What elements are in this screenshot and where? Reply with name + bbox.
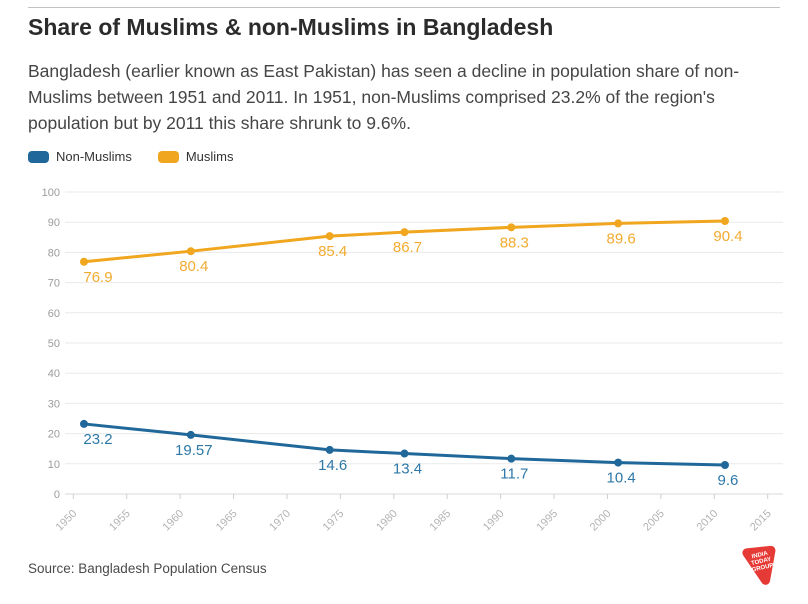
x-axis-label: 1975	[321, 508, 347, 534]
x-axis-label: 2005	[641, 508, 667, 534]
data-point-label: 19.57	[175, 442, 213, 459]
data-point-non-muslims-1961[interactable]	[186, 430, 195, 439]
source-note: Source: Bangladesh Population Census	[28, 561, 267, 576]
x-axis-label: 1960	[160, 508, 186, 534]
data-point-muslims-1974[interactable]	[325, 232, 334, 241]
data-point-label: 11.7	[500, 466, 528, 483]
data-point-label: 14.6	[318, 457, 347, 474]
chart-description: Bangladesh (earlier known as East Pakist…	[28, 61, 740, 133]
x-axis-label: 2010	[695, 508, 721, 534]
data-point-non-muslims-1951[interactable]	[79, 419, 88, 428]
data-point-label: 13.4	[393, 461, 422, 478]
data-point-muslims-1991[interactable]	[507, 223, 516, 232]
y-axis-label: 70	[48, 278, 60, 290]
data-point-muslims-2001[interactable]	[614, 219, 623, 228]
logo-triangle	[742, 545, 776, 585]
y-axis-label: 60	[48, 308, 60, 320]
data-point-label: 10.4	[607, 470, 636, 487]
legend-swatch-non-muslims	[28, 150, 49, 163]
x-axis-label: 1985	[428, 508, 454, 534]
y-axis-label: 90	[48, 217, 60, 229]
data-point-muslims-1951[interactable]	[79, 257, 88, 266]
legend-label: Muslims	[185, 149, 234, 164]
data-point-label: 85.4	[318, 243, 347, 260]
y-axis-label: 10	[48, 459, 60, 471]
data-point-non-muslims-1974[interactable]	[325, 445, 334, 454]
y-axis-label: 40	[48, 368, 60, 380]
x-axis-label: 2000	[588, 508, 614, 534]
y-axis-label: 100	[42, 187, 60, 199]
x-axis-label: 2015	[748, 508, 774, 534]
data-point-label: 89.6	[607, 230, 636, 247]
data-point-non-muslims-1981[interactable]	[400, 449, 409, 458]
data-point-muslims-2011[interactable]	[720, 216, 729, 225]
legend-item-muslims[interactable]: Muslims	[157, 149, 234, 164]
y-axis-label: 50	[48, 338, 60, 350]
data-point-label: 88.3	[500, 234, 529, 251]
data-point-non-muslims-2011[interactable]	[720, 461, 729, 470]
data-point-non-muslims-2001[interactable]	[614, 458, 623, 467]
y-axis-label: 80	[48, 247, 60, 259]
x-axis-label: 1980	[374, 508, 400, 534]
data-point-label: 76.9	[83, 269, 112, 286]
data-point-label: 23.2	[83, 431, 112, 448]
data-point-non-muslims-1991[interactable]	[507, 454, 516, 463]
data-point-label: 86.7	[393, 239, 422, 256]
x-axis-label: 1990	[481, 508, 507, 534]
y-axis-label: 0	[54, 489, 60, 501]
legend-swatch-muslims	[157, 150, 179, 163]
legend: Non-Muslims Muslims	[28, 149, 234, 164]
x-axis-label: 1970	[267, 508, 293, 534]
x-axis-label: 1955	[107, 508, 133, 534]
top-divider	[28, 7, 780, 8]
logo-text-line2: TODAY	[751, 557, 772, 567]
y-axis-label: 30	[48, 398, 60, 410]
x-axis-label: 1995	[534, 508, 560, 534]
logo-text-line3: GROUP	[751, 563, 774, 574]
legend-item-non-muslims[interactable]: Non-Muslims	[28, 149, 132, 164]
data-point-muslims-1981[interactable]	[400, 228, 409, 237]
legend-label: Non-Muslims	[56, 149, 132, 164]
data-point-label: 90.4	[713, 228, 742, 245]
x-axis-label: 1950	[54, 508, 80, 534]
data-point-muslims-1961[interactable]	[186, 247, 195, 256]
india-today-group-logo: INDIA TODAY GROUP	[742, 545, 776, 585]
page-title: Share of Muslims & non-Muslims in Bangla…	[28, 14, 554, 40]
x-axis-label: 1965	[214, 508, 240, 534]
logo-text-line1: INDIA	[751, 551, 769, 561]
data-point-label: 80.4	[179, 258, 208, 275]
data-point-label: 9.6	[718, 472, 739, 489]
y-axis-label: 20	[48, 429, 60, 441]
